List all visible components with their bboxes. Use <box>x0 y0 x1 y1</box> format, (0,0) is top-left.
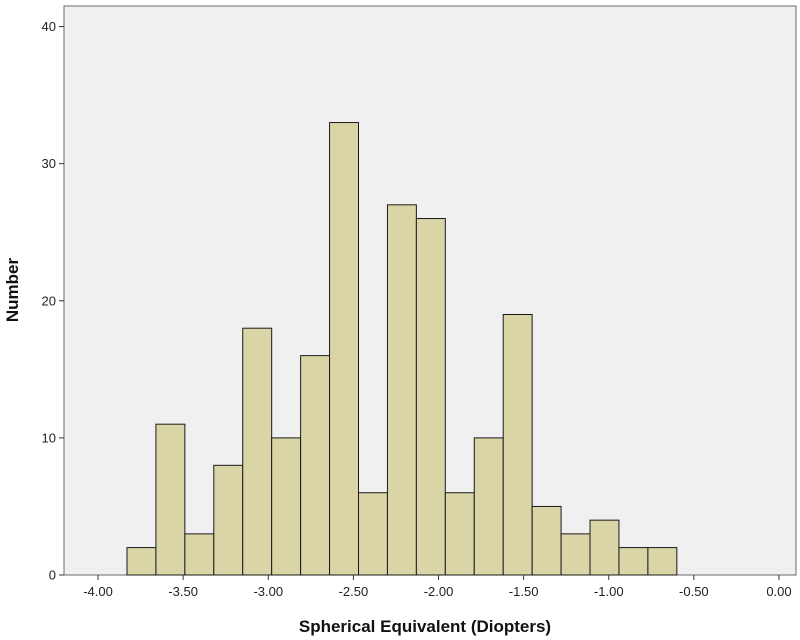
histogram-bar <box>126 547 157 576</box>
histogram-bar <box>647 547 678 576</box>
bars-group <box>126 122 678 576</box>
x-tick-label: -0.50 <box>679 584 709 599</box>
histogram-bar <box>300 355 331 576</box>
histogram-bar <box>358 492 388 576</box>
histogram-bar <box>531 505 562 576</box>
x-tick-label: -3.50 <box>168 584 198 599</box>
histogram-bar <box>184 533 215 576</box>
x-axis-title: Spherical Equivalent (Diopters) <box>299 617 551 636</box>
histogram-bar <box>560 533 591 576</box>
histogram-bar <box>502 313 533 576</box>
y-tick-label: 20 <box>42 293 56 308</box>
x-axis: -4.00 -3.50 -3.00 -2.50 -2.00 -1.50 -1.00 -0.50… <box>83 575 792 599</box>
y-tick-label: 40 <box>42 19 56 34</box>
y-axis: 0 10 20 30 40 <box>42 19 64 583</box>
x-tick-label: 0.00 <box>766 584 791 599</box>
x-tick-label: -1.00 <box>594 584 624 599</box>
x-tick-label: -2.00 <box>424 584 454 599</box>
x-tick-label: -1.50 <box>509 584 539 599</box>
histogram-bar <box>271 437 302 576</box>
histogram-bar <box>618 547 649 576</box>
histogram-bar <box>473 437 504 576</box>
histogram-bar <box>329 122 359 576</box>
x-tick-label: -4.00 <box>83 584 113 599</box>
histogram-bar <box>415 218 446 576</box>
histogram-bar <box>589 519 620 576</box>
y-axis-title: Number <box>3 258 22 323</box>
x-tick-label: -3.00 <box>253 584 283 599</box>
histogram-bar <box>242 327 273 576</box>
y-tick-label: 10 <box>42 430 56 445</box>
y-tick-label: 30 <box>42 156 56 171</box>
histogram-bar <box>386 204 417 576</box>
histogram-bar <box>213 464 244 576</box>
y-tick-label: 0 <box>49 568 56 583</box>
x-tick-label: -2.50 <box>339 584 369 599</box>
histogram-bar <box>155 423 186 576</box>
histogram-bar <box>444 492 475 576</box>
